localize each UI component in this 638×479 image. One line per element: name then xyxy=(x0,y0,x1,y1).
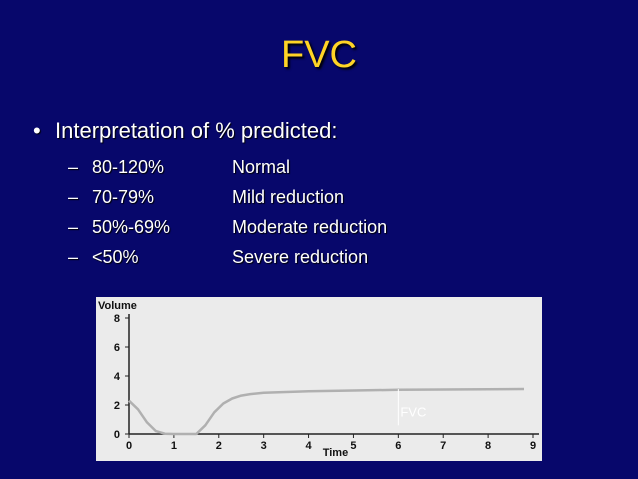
dash-icon: – xyxy=(68,216,79,237)
list-item: – 80-120% Normal xyxy=(68,152,387,182)
range-label: 50%-69% xyxy=(92,216,171,237)
main-bullet-text: Interpretation of % predicted: xyxy=(55,118,338,143)
x-tick-label: 9 xyxy=(530,440,536,452)
series-line-0 xyxy=(128,387,525,436)
interpretation-list: – 80-120% Normal – 70-79% Mild reduction… xyxy=(68,152,387,272)
y-tick-label: 8 xyxy=(114,313,120,325)
y-tick-label: 6 xyxy=(114,342,120,354)
spirometry-chart: 0 2 4 6 8 0 1 2 3 4 5 6 7 8 9 Volume Time FVC xyxy=(96,297,542,461)
interpretation-label: Mild reduction xyxy=(232,186,345,207)
y-axis-title: Volume xyxy=(98,300,137,312)
interpretation-label: Normal xyxy=(232,156,291,177)
dash-icon: – xyxy=(68,246,79,267)
interpretation-label: Severe reduction xyxy=(232,246,369,267)
chart-axes: 0 2 4 6 8 0 1 2 3 4 5 6 7 8 9 Volume Time xyxy=(98,300,539,459)
list-item: – 50%-69% Moderate reduction xyxy=(68,212,387,242)
x-tick-label: 2 xyxy=(216,440,222,452)
y-tick-label: 4 xyxy=(114,371,121,383)
range-label: 70-79% xyxy=(92,186,155,207)
y-tick-label: 0 xyxy=(114,429,120,441)
dash-icon: – xyxy=(68,156,79,177)
slide-title: FVC xyxy=(281,34,357,76)
dash-icon: – xyxy=(68,186,79,207)
list-item: – 70-79% Mild reduction xyxy=(68,182,387,212)
x-tick-label: 5 xyxy=(350,440,356,452)
interpretation-label: Moderate reduction xyxy=(232,216,388,237)
chart-marks: FVC xyxy=(128,387,525,436)
fvc-annotation: FVC xyxy=(400,405,426,420)
x-tick-label: 0 xyxy=(126,440,132,452)
chart-svg: 0 2 4 6 8 0 1 2 3 4 5 6 7 8 9 Volume Time FVC xyxy=(98,300,539,459)
x-tick-label: 3 xyxy=(261,440,267,452)
x-tick-label: 8 xyxy=(485,440,491,452)
x-axis-title: Time xyxy=(323,447,348,459)
y-tick-label: 2 xyxy=(114,400,120,412)
range-label: <50% xyxy=(92,246,139,267)
main-bullet: • Interpretation of % predicted: xyxy=(33,118,338,144)
range-label: 80-120% xyxy=(92,156,165,177)
x-tick-label: 6 xyxy=(395,440,401,452)
x-tick-label: 4 xyxy=(305,440,312,452)
x-tick-label: 7 xyxy=(440,440,446,452)
x-tick-label: 1 xyxy=(171,440,177,452)
list-item: – <50% Severe reduction xyxy=(68,242,387,272)
bullet-dot-icon: • xyxy=(33,118,41,143)
